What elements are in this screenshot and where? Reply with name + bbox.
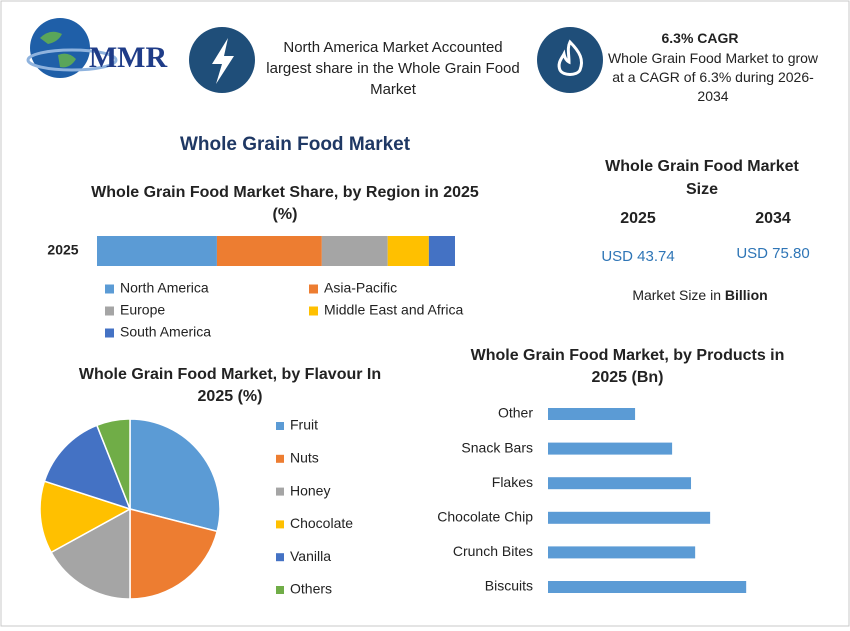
legend-label: Chocolate [290, 515, 353, 531]
category-label: Biscuits [485, 578, 533, 594]
legend-label: South America [120, 324, 211, 340]
bar [548, 546, 696, 559]
legend-marker [276, 586, 284, 594]
legend-marker [105, 284, 114, 294]
legend-label: Europe [120, 302, 165, 318]
size-note: Market Size in Billion [632, 287, 767, 303]
unit: Billion [725, 287, 768, 303]
legend-marker [105, 328, 114, 338]
panel-title: Whole Grain Food Market Size [605, 158, 799, 198]
legend-label: Nuts [290, 450, 319, 466]
category-label: 2025 [47, 242, 78, 258]
legend-label: Fruit [290, 417, 318, 433]
pie-slice [50, 507, 131, 600]
year-label: 2025 [620, 210, 656, 227]
bar [548, 477, 692, 490]
bar-segment [216, 236, 322, 266]
bar-segment [321, 236, 388, 266]
legend-label: Honey [290, 482, 330, 498]
flame-icon [537, 27, 603, 93]
chart-title: Whole Grain Food Market, by Flavour In 2… [78, 366, 382, 405]
pie-slice [129, 418, 221, 533]
bar [548, 408, 636, 420]
chart-title: Whole Grain Food Market, by Products in … [470, 347, 785, 386]
pie-slice [43, 424, 132, 511]
category-label: Other [498, 405, 533, 421]
legend-marker [276, 553, 284, 562]
info-title: 6.3% CAGR [661, 30, 739, 46]
bar [548, 581, 747, 593]
logo-text: MMR [89, 41, 168, 74]
legend-label: Vanilla [290, 548, 331, 564]
legend-marker [276, 520, 284, 529]
size-value: USD 75.80 [736, 245, 809, 262]
info-text: North America Market Accounted largest s… [266, 39, 520, 98]
note: Market Size in [632, 287, 721, 303]
bar-segment [97, 236, 217, 266]
legend-marker [309, 284, 318, 294]
bar [548, 511, 711, 524]
logo: MMR [26, 18, 168, 78]
pie-slice [129, 508, 219, 600]
legend-marker [276, 422, 284, 430]
bar-segment [387, 236, 429, 266]
category-label: Flakes [492, 474, 533, 490]
bar [548, 442, 673, 455]
info-text: Whole Grain Food Market to grow at a CAG… [607, 50, 819, 104]
main-title: Whole Grain Food Market [179, 134, 411, 155]
category-label: Snack Bars [461, 439, 533, 455]
size-value: USD 43.74 [601, 248, 674, 265]
pie-slice [95, 418, 131, 510]
legend-label: Others [290, 581, 332, 597]
chart-title: Whole Grain Food Market Share, by Region… [91, 184, 479, 223]
legend-label: Asia-Pacific [324, 280, 397, 296]
bolt-icon [189, 27, 255, 93]
year-label: 2034 [755, 210, 791, 227]
legend-marker [276, 487, 284, 496]
legend-marker [309, 306, 318, 316]
category-label: Chocolate Chip [437, 509, 533, 525]
bar-segment [428, 236, 455, 266]
legend-label: Middle East and Africa [324, 302, 464, 318]
pie-slice [39, 480, 132, 554]
category-label: Crunch Bites [453, 543, 533, 559]
legend-marker [105, 306, 114, 316]
legend-label: North America [120, 280, 209, 296]
legend-marker [276, 454, 284, 463]
